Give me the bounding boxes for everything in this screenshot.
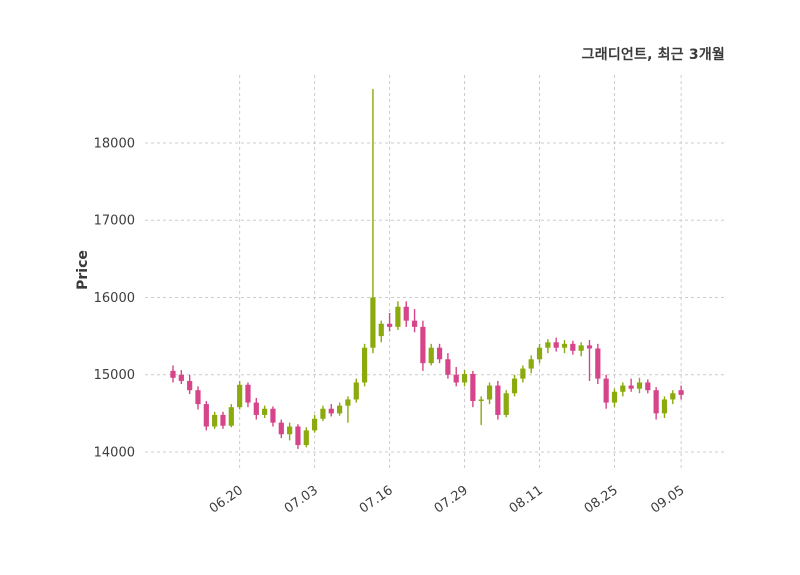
candle-body: [411, 320, 418, 327]
candle-body: [353, 382, 359, 400]
candle-body: [595, 348, 601, 379]
candle-body: [361, 347, 368, 383]
candle-body: [478, 399, 484, 402]
candle-body: [670, 393, 676, 400]
candle-body: [270, 408, 276, 423]
candle-body: [428, 347, 434, 364]
candle-body: [178, 374, 184, 381]
x-tick-label: 09.05: [648, 483, 687, 517]
candle-body: [403, 306, 409, 321]
y-tick-label: 16000: [94, 291, 135, 306]
candle-body: [212, 414, 218, 427]
candle-body: [528, 359, 534, 369]
x-tick-label: 08.25: [582, 483, 621, 517]
candle-body: [603, 378, 609, 403]
candle-body: [295, 426, 301, 446]
y-tick-label: 18000: [94, 136, 135, 151]
candle-body: [220, 414, 226, 426]
candle-body: [470, 373, 476, 402]
candle-body: [461, 373, 468, 383]
candle-body: [237, 384, 243, 408]
candle-body: [495, 385, 501, 415]
candle-body: [337, 405, 343, 414]
y-tick-label: 14000: [94, 445, 135, 460]
y-tick-label: 17000: [94, 214, 135, 229]
candle-body: [661, 399, 668, 414]
candle-body: [378, 323, 384, 337]
candle-body: [170, 370, 176, 378]
candle-body: [586, 345, 593, 349]
candle-body: [420, 326, 426, 364]
candle-body: [203, 404, 209, 427]
candle-body: [653, 390, 659, 414]
chart-title: 그래디언트, 최근 3개월: [581, 47, 725, 63]
candle-body: [320, 408, 326, 419]
candle-body: [370, 297, 376, 348]
candle-body: [278, 422, 284, 435]
candle-body: [678, 390, 684, 395]
candle-body: [628, 385, 634, 389]
candle-body: [386, 323, 393, 327]
candle-body: [228, 407, 234, 426]
candle-body: [561, 343, 568, 348]
candle-body: [486, 385, 493, 400]
x-tick-label: 08.11: [507, 483, 546, 517]
price-axis-label: Price: [75, 250, 91, 290]
candle-body: [511, 378, 518, 394]
x-tick-label: 07.29: [432, 483, 471, 517]
candle-body: [303, 430, 309, 446]
candle-body: [545, 342, 551, 348]
candle-body: [520, 368, 526, 379]
candle-body: [245, 384, 251, 403]
candle-body: [287, 426, 293, 435]
candle-body: [345, 399, 351, 406]
candle-body: [553, 342, 559, 348]
candle-body: [436, 347, 443, 360]
candle-body: [611, 391, 618, 403]
candle-body: [328, 408, 334, 414]
candle-body: [636, 382, 643, 389]
x-tick-label: 07.03: [282, 483, 321, 517]
candle-body: [262, 408, 268, 415]
candle-body: [453, 374, 459, 383]
x-tick-label: 06.20: [207, 483, 246, 517]
candle-body: [503, 393, 509, 415]
candle-body: [312, 418, 318, 431]
candle-body: [536, 347, 543, 360]
candle-body: [445, 359, 451, 375]
candle-body: [578, 345, 584, 351]
x-tick-label: 07.16: [357, 483, 396, 517]
candle-body: [195, 390, 201, 405]
candle-body: [570, 343, 576, 351]
candle-body: [645, 382, 651, 391]
candle-body: [395, 306, 401, 327]
candle-body: [620, 385, 626, 392]
candle-body: [187, 380, 193, 391]
y-tick-label: 15000: [94, 368, 135, 383]
candle-body: [253, 402, 259, 415]
